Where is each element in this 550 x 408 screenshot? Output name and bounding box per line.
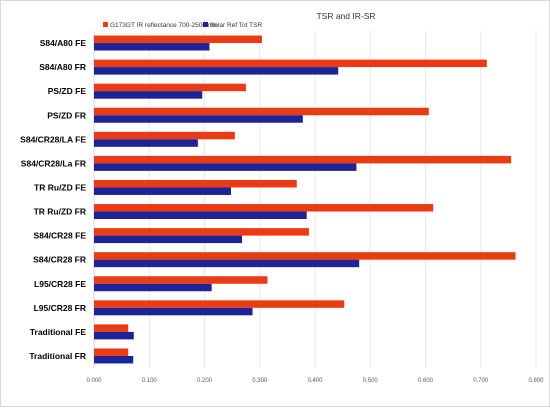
bar	[94, 67, 339, 75]
gridlines	[93, 31, 537, 368]
x-axis-ticks: 0.000 0.100 0.200 0.300 0.400 0.500 0.600 0.700…	[86, 378, 544, 384]
legend-label: G173GT IR reflectance 700-2500 nm	[110, 22, 217, 29]
bar	[94, 235, 243, 244]
bar	[94, 228, 309, 236]
bar	[94, 131, 235, 140]
category-label: L95/CR28 FE	[34, 279, 86, 289]
bar	[94, 43, 210, 51]
bar	[94, 211, 307, 220]
category-label: S84/A80 FE	[40, 38, 87, 48]
category-label: Traditional FR	[29, 351, 86, 361]
x-tick-label: 0.500	[363, 378, 379, 384]
x-tick-label: 0.400	[307, 378, 323, 384]
bar	[94, 91, 203, 99]
legend-swatch	[103, 22, 108, 27]
x-tick-label: 0.200	[197, 378, 213, 384]
bar	[94, 331, 134, 340]
category-label: L95/CR28 FR	[34, 303, 86, 313]
x-tick-label: 0.100	[142, 378, 158, 384]
bar	[94, 155, 512, 164]
x-tick-label: 0.000	[86, 378, 102, 384]
category-label: Traditional FE	[30, 327, 87, 337]
bar	[94, 355, 134, 364]
x-tick-label: 0.800	[528, 378, 544, 384]
category-label: S84/CR28 FE	[34, 231, 87, 241]
legend-swatch	[203, 22, 208, 27]
category-labels: S84/A80 FE S84/A80 FR PS/ZD FE PS/ZD FR S84/…	[20, 38, 86, 361]
bar	[94, 35, 262, 44]
chart-title: TSR and IR-SR	[316, 11, 375, 21]
bar	[94, 139, 198, 147]
bar	[94, 204, 434, 212]
legend-label: Solar Ref Tot TSR	[210, 22, 262, 29]
bar	[94, 259, 360, 268]
category-label: S84/CR28 FR	[33, 255, 86, 265]
category-label: S84/CR28/LA FE	[20, 134, 86, 144]
x-tick-label: 0.600	[418, 378, 434, 384]
bar	[94, 107, 429, 116]
bars	[94, 35, 516, 364]
category-label: S84/A80 FR	[39, 62, 86, 72]
bar	[94, 187, 232, 195]
bar	[94, 179, 297, 188]
category-label: S84/CR28/La FR	[21, 158, 86, 168]
bar	[94, 348, 129, 356]
category-label: TR Ru/ZD FE	[34, 182, 86, 192]
bar	[94, 324, 129, 332]
bar	[94, 115, 303, 123]
bar	[94, 163, 357, 171]
bar	[94, 276, 268, 284]
category-label: TR Ru/ZD FR	[34, 207, 86, 217]
bar	[94, 300, 345, 308]
bar	[94, 83, 246, 92]
bar	[94, 283, 212, 292]
category-label: PS/ZD FR	[47, 110, 86, 120]
category-label: PS/ZD FE	[48, 86, 87, 96]
bar	[94, 59, 487, 68]
x-tick-label: 0.700	[473, 378, 489, 384]
bar	[94, 307, 253, 316]
x-tick-label: 0.300	[252, 378, 268, 384]
bar	[94, 252, 516, 260]
